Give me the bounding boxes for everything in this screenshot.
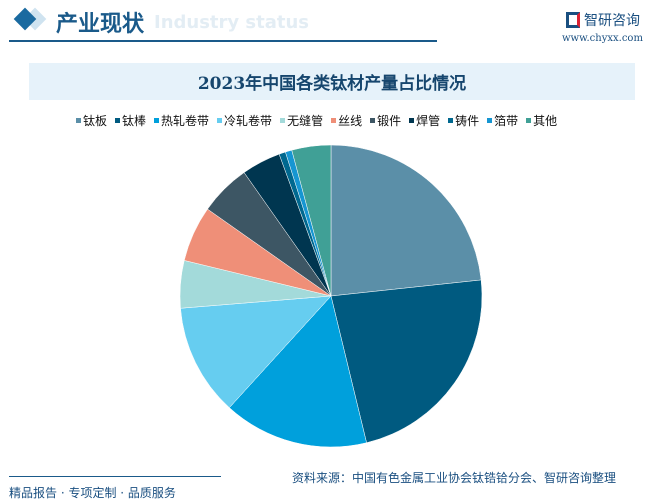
pie-slice-钛棒 [330,279,483,444]
legend-swatch [154,118,160,123]
legend-swatch [217,118,223,123]
legend-label: 焊管 [416,114,441,128]
pie-slice-其他 [291,144,332,297]
footer-slogan: 精品报告 · 专项定制 · 品质服务 [9,486,176,500]
chart-legend: 钛板 钛棒 热轧卷带 冷轧卷带 无缝管 丝线 锻件 焊管 铸件 箔带 其他 [76,112,557,129]
legend-swatch [526,118,532,123]
legend-label: 铸件 [455,114,480,128]
legend-item: 丝线 [331,112,362,129]
legend-label: 丝线 [338,114,363,128]
legend-swatch [115,118,121,123]
legend-item: 无缝管 [280,112,323,129]
logo-text: 智研咨询 [584,13,640,29]
legend-item: 铸件 [448,112,479,129]
chart-title: 2023年中国各类钛材产量占比情况 [29,63,635,100]
legend-swatch [370,118,376,123]
legend-item: 箔带 [487,112,518,129]
pie-slice-钛板 [330,144,482,297]
website-url: www.chyxx.com [562,33,643,44]
legend-label: 其他 [533,114,558,128]
header-subtitle: Industry status [154,12,310,33]
pie-slice-冷轧卷带 [180,295,332,409]
footer-divider [9,476,221,477]
legend-swatch [331,118,337,123]
legend-item: 钛板 [76,112,107,129]
legend-item: 热轧卷带 [154,112,209,129]
legend-swatch [448,118,454,123]
legend-label: 钛板 [83,114,108,128]
legend-label: 箔带 [494,114,519,128]
pie-slice-热轧卷带 [229,295,367,448]
header-divider [9,40,437,42]
header-title: 产业现状 [56,12,145,37]
legend-item: 冷轧卷带 [217,112,272,129]
legend-item: 钛棒 [115,112,146,129]
legend-swatch [280,118,286,123]
legend-item: 其他 [526,112,557,129]
legend-swatch [409,118,415,123]
legend-swatch [487,118,493,123]
logo-icon [566,12,580,28]
legend-label: 锻件 [377,114,402,128]
legend-item: 锻件 [370,112,401,129]
legend-label: 热轧卷带 [161,114,210,128]
legend-label: 冷轧卷带 [224,114,273,128]
data-source: 资料来源：中国有色金属工业协会钛锆铪分会、智研咨询整理 [292,471,617,485]
logo: 智研咨询 [566,10,640,30]
legend-swatch [76,118,81,123]
legend-label: 无缝管 [287,114,324,128]
legend-item: 焊管 [409,112,440,129]
legend-label: 钛棒 [122,114,147,128]
